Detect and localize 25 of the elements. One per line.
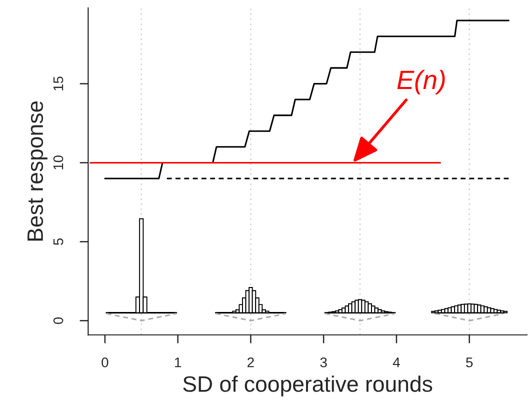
y-axis-title: Best response <box>28 101 48 241</box>
bar <box>338 309 342 314</box>
bar <box>441 308 446 314</box>
x-tick-label: 3 <box>320 357 327 368</box>
x-axis-title: SD of cooperative rounds <box>183 376 432 396</box>
bar <box>378 309 382 314</box>
x-tick-label: 4 <box>392 358 400 368</box>
y-tick-label: 5 <box>54 238 64 245</box>
bar <box>342 308 346 314</box>
y-tick-label: 10 <box>53 156 64 170</box>
bar <box>493 308 498 314</box>
x-tick-label: 2 <box>248 357 254 368</box>
bar <box>139 218 144 314</box>
bar <box>448 307 452 314</box>
annotation: E(n) <box>397 70 445 94</box>
x-tick-label: 5 <box>466 358 473 368</box>
bar <box>371 305 376 314</box>
x-tick-label: 1 <box>175 358 182 368</box>
x-tick-label: 0 <box>102 357 108 368</box>
line-series <box>104 20 510 180</box>
bar <box>490 308 494 314</box>
bar <box>364 301 369 314</box>
y-tick-label: 15 <box>54 76 64 90</box>
bar <box>477 304 482 314</box>
y-tick-label: 0 <box>53 317 64 324</box>
